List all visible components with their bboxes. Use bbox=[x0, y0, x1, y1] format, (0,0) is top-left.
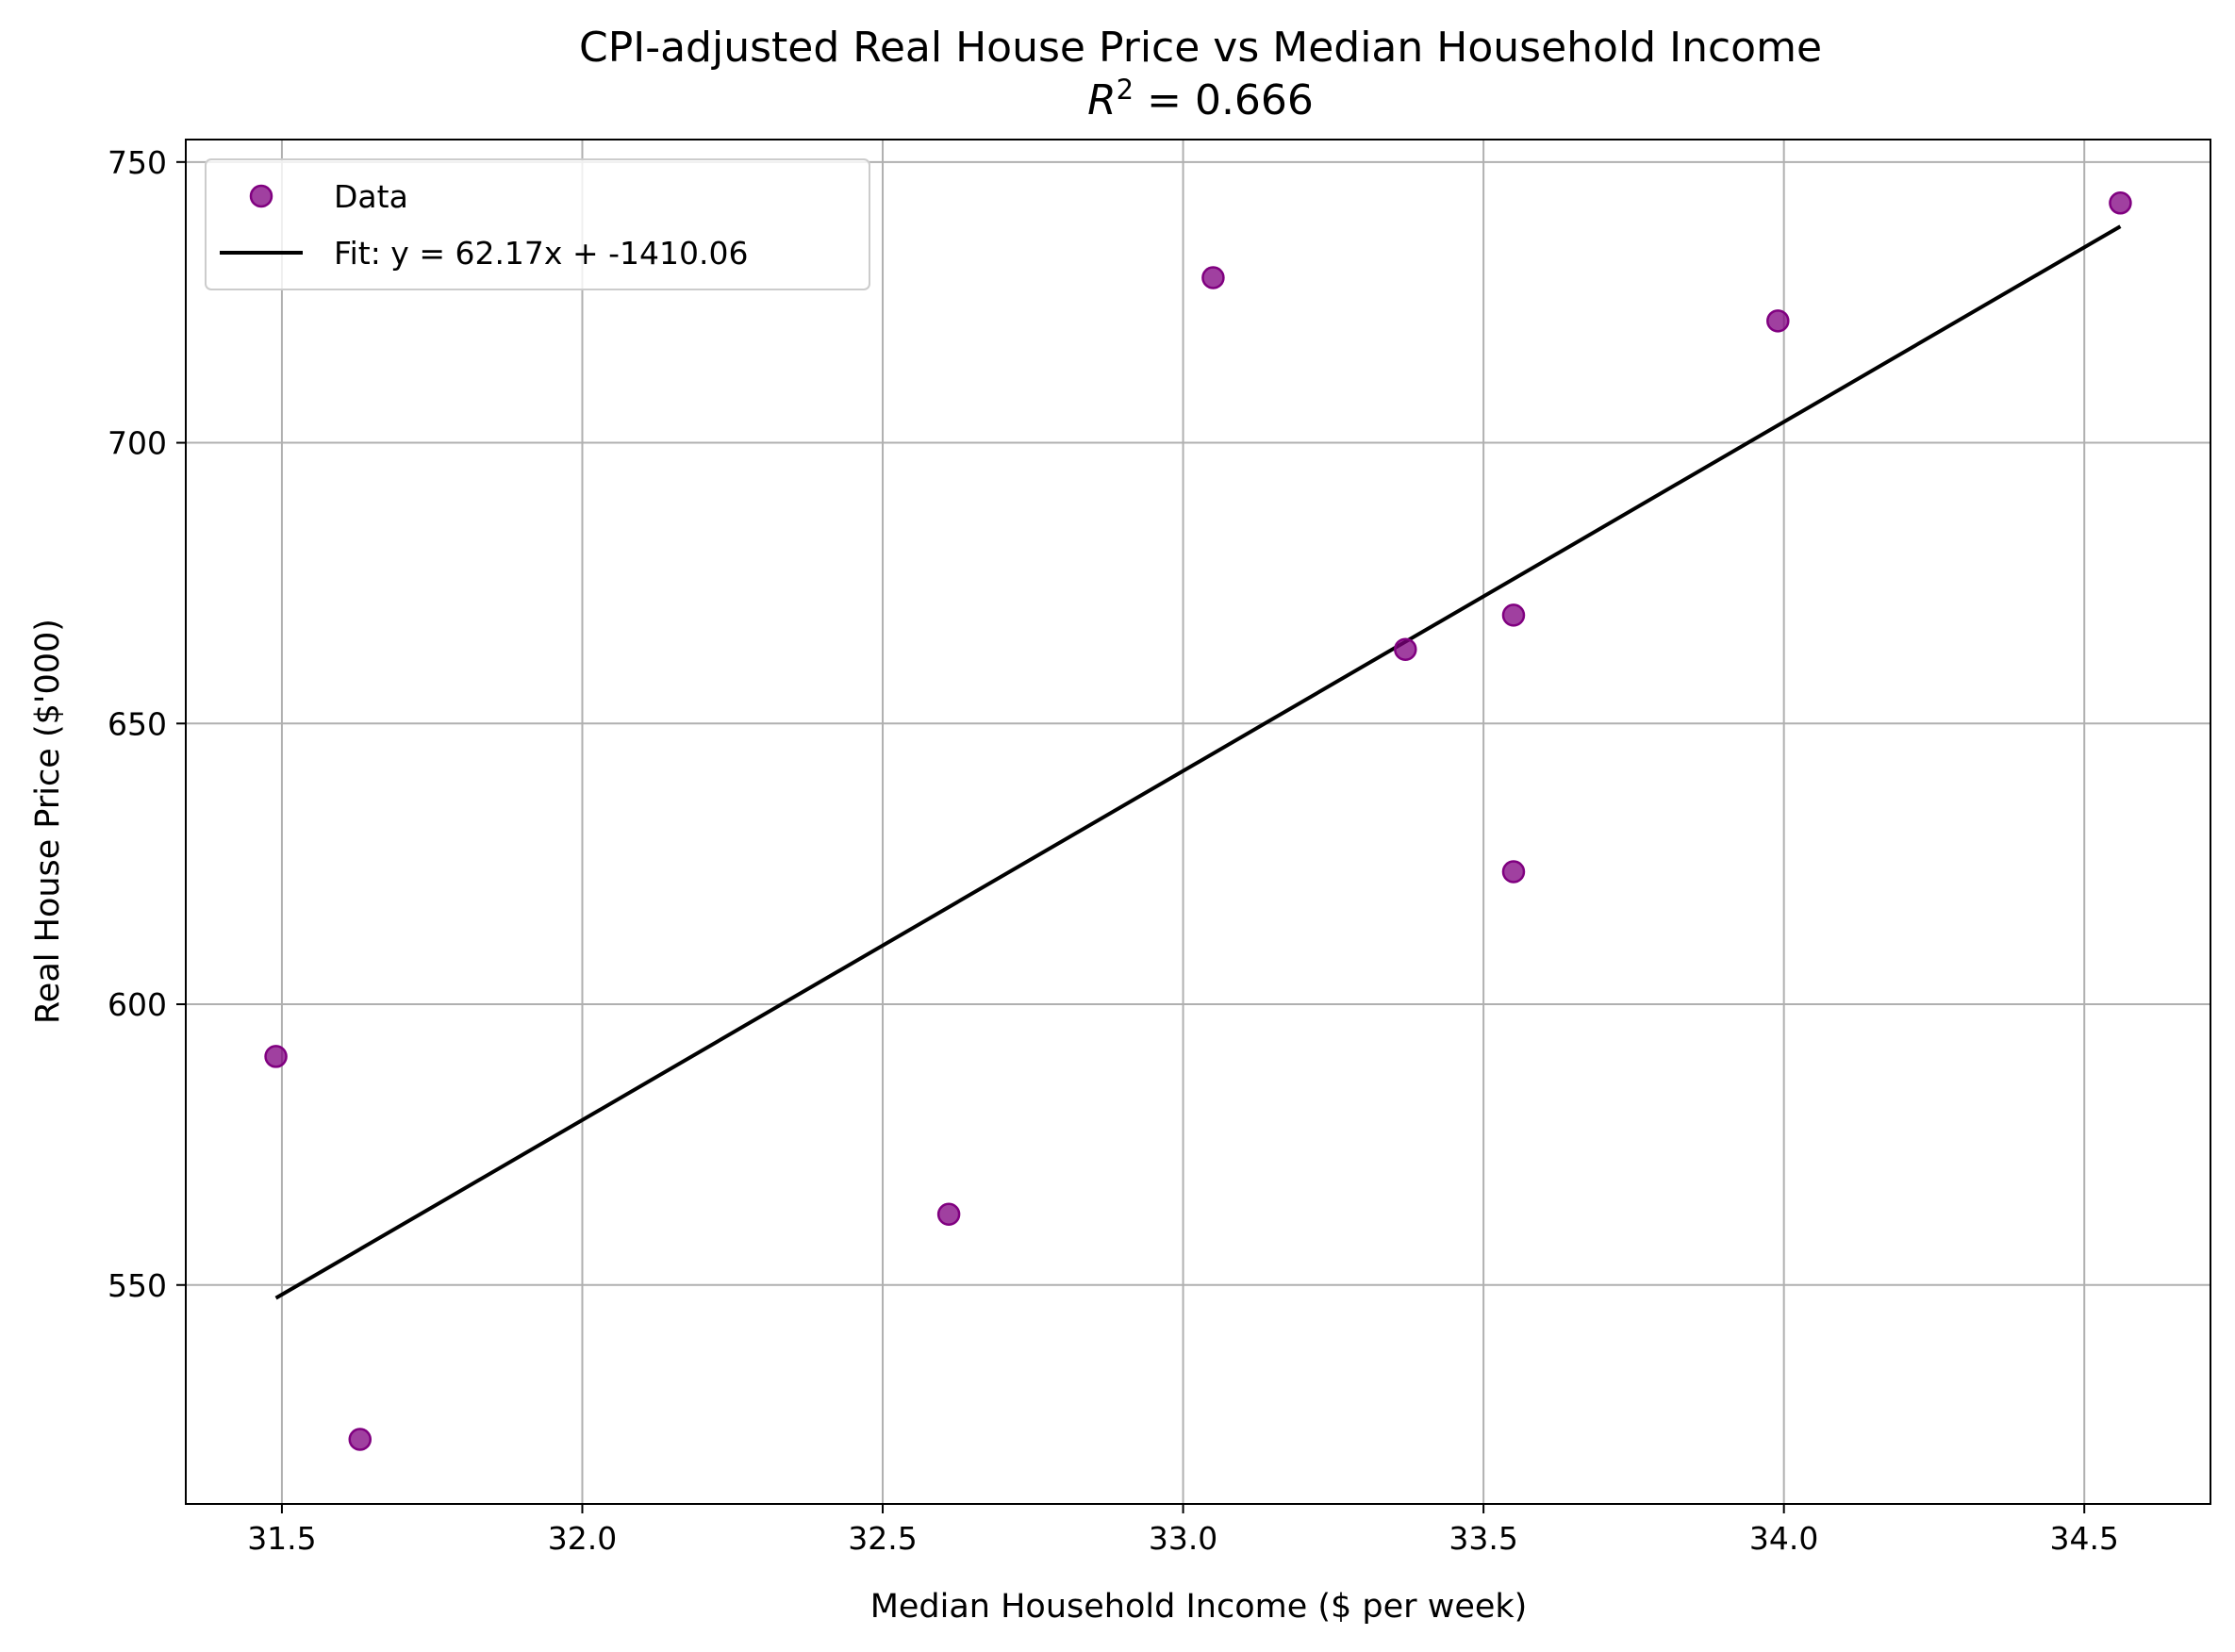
y-tick-label: 750 bbox=[108, 144, 167, 181]
legend-label-fit: Fit: y = 62.17x + -1410.06 bbox=[334, 235, 748, 272]
data-points-layer bbox=[264, 191, 2132, 1451]
legend-label-data: Data bbox=[334, 178, 408, 215]
fit-line-layer bbox=[274, 224, 2122, 1300]
x-axis-label: Median Household Income ($ per week) bbox=[870, 1588, 1528, 1626]
y-tick-label: 550 bbox=[108, 1267, 167, 1304]
y-axis-ticks: 550 600 650 700 750 bbox=[108, 144, 186, 1304]
data-point bbox=[1201, 266, 1225, 289]
y-tick-label: 700 bbox=[108, 425, 167, 462]
data-point bbox=[1394, 637, 1417, 661]
x-tick-label: 34.5 bbox=[2049, 1520, 2118, 1557]
y-tick-label: 600 bbox=[108, 986, 167, 1023]
data-point bbox=[936, 1202, 961, 1226]
y-axis-label: Real House Price ($'000) bbox=[29, 619, 67, 1024]
x-tick-label: 34.0 bbox=[1749, 1520, 1818, 1557]
y-tick-label: 650 bbox=[108, 705, 167, 742]
x-tick-label: 33.5 bbox=[1449, 1520, 1517, 1557]
x-tick-label: 32.0 bbox=[548, 1520, 617, 1557]
data-point bbox=[1501, 860, 1526, 884]
x-tick-label: 31.5 bbox=[247, 1520, 316, 1557]
legend: Data Fit: y = 62.17x + -1410.06 bbox=[205, 158, 870, 290]
data-point bbox=[1501, 603, 1526, 627]
fit-line bbox=[274, 224, 2122, 1300]
x-tick-label: 32.5 bbox=[848, 1520, 917, 1557]
plot-frame bbox=[185, 139, 2211, 1505]
chart-subtitle: R2 = 0.666 bbox=[1087, 74, 1314, 124]
chart-title: CPI-adjusted Real House Price vs Median … bbox=[579, 24, 1822, 72]
legend-box bbox=[205, 158, 870, 290]
x-tick-label: 33.0 bbox=[1149, 1520, 1217, 1557]
data-point bbox=[1766, 309, 1790, 333]
data-point bbox=[348, 1428, 372, 1451]
data-point bbox=[2109, 191, 2132, 215]
legend-marker-data bbox=[249, 184, 273, 208]
data-point bbox=[264, 1045, 288, 1068]
x-axis-ticks: 31.5 32.0 32.5 33.0 33.5 34.0 34.5 bbox=[247, 1504, 2119, 1557]
